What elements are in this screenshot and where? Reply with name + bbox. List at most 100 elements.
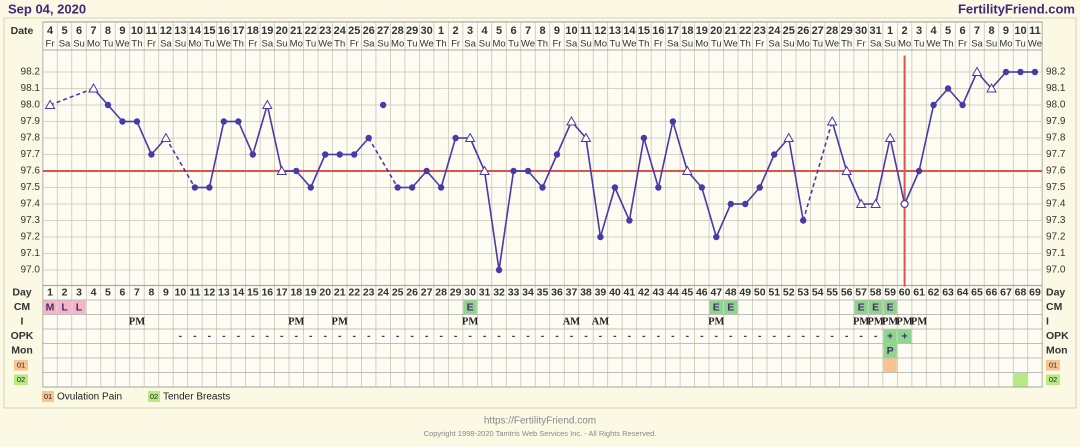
opk-negative: - — [280, 330, 284, 342]
opk-negative: - — [599, 330, 603, 342]
weekday: Fr — [654, 39, 663, 50]
y-tick-label: 97.6 — [1046, 166, 1066, 177]
day-number: 36 — [551, 287, 563, 299]
row-label: OPK — [1046, 330, 1069, 342]
weekday: Su — [175, 39, 187, 50]
opk-negative: - — [686, 330, 690, 342]
opk-negative: - — [758, 330, 762, 342]
footer-url[interactable]: https://FertilityFriend.com — [484, 416, 596, 427]
temp-segment — [483, 170, 500, 271]
y-tick-label: 98.0 — [1046, 100, 1066, 111]
opk-negative: - — [715, 330, 719, 342]
date: 22 — [739, 25, 751, 37]
weekday: Tu — [407, 39, 418, 50]
date: 6 — [510, 25, 516, 37]
date: 15 — [203, 25, 215, 37]
temp-point — [713, 233, 720, 241]
temp-point — [104, 101, 112, 109]
date: 17 — [667, 25, 679, 37]
date: 9 — [554, 25, 560, 37]
temp-point — [698, 184, 706, 191]
cell — [883, 329, 897, 343]
row-label: Mon — [11, 345, 33, 357]
day-number: 42 — [638, 287, 650, 299]
temp-point — [524, 167, 532, 175]
date: 29 — [406, 25, 418, 37]
day-number: 23 — [363, 287, 375, 299]
cell-text: PM — [708, 317, 724, 328]
temp-point — [322, 151, 329, 158]
symptom-code: 02 — [17, 375, 25, 384]
opk-negative: - — [628, 330, 632, 342]
opk-negative: - — [816, 330, 820, 342]
copyright: Copyright 1998-2020 Tamtris Web Services… — [424, 429, 657, 438]
day-number: 13 — [218, 287, 230, 299]
opk-negative: - — [295, 330, 299, 342]
date: 4 — [931, 25, 938, 37]
weekday: Sa — [566, 39, 578, 50]
row-label: OPK — [11, 330, 34, 342]
temp-segment — [107, 104, 124, 123]
temp-point — [206, 184, 213, 191]
date: 4 — [47, 25, 54, 37]
weekday: Su — [73, 39, 85, 50]
date: 21 — [725, 25, 737, 37]
day-number: 35 — [537, 287, 549, 299]
date: 3 — [467, 25, 473, 37]
opk-negative: - — [845, 330, 849, 342]
date: 29 — [841, 25, 853, 37]
temp-point — [655, 184, 662, 191]
day-number: 56 — [841, 287, 853, 299]
symptom-code: 01 — [1049, 361, 1057, 370]
opk-negative: - — [323, 330, 327, 342]
y-tick-label: 97.7 — [21, 149, 41, 160]
legend-label: Tender Breasts — [163, 392, 230, 403]
cell — [868, 300, 883, 314]
weekday: Mo — [999, 39, 1012, 50]
cell — [43, 300, 57, 314]
opk-negative: - — [541, 330, 545, 342]
temp-point — [986, 82, 997, 93]
symptom-code: 02 — [1049, 375, 1057, 384]
day-number: 7 — [134, 287, 140, 299]
weekday: Fr — [350, 39, 359, 50]
date: 27 — [377, 25, 389, 37]
temp-point — [88, 82, 99, 93]
temp-point — [553, 151, 561, 158]
temp-point — [640, 134, 648, 142]
temp-point — [379, 101, 387, 109]
weekday: Su — [783, 39, 795, 50]
day-number: 57 — [855, 287, 867, 299]
temp-segment — [266, 104, 283, 172]
weekday: Sa — [363, 39, 375, 50]
temp-point — [727, 200, 734, 208]
weekday: Tu — [711, 39, 722, 50]
temp-point — [870, 198, 881, 208]
opk-negative: - — [309, 330, 313, 342]
temp-point — [1002, 68, 1010, 76]
day-number: 27 — [421, 287, 433, 299]
temp-segment — [136, 121, 153, 155]
cell — [724, 300, 738, 314]
day-number: 21 — [334, 287, 346, 299]
row-label: CM — [14, 301, 31, 313]
date: 3 — [916, 25, 922, 37]
date: 24 — [334, 25, 347, 37]
temp-segment — [295, 170, 312, 189]
symptom-badge — [14, 374, 28, 385]
cell-text: PM — [129, 317, 145, 328]
opk-negative: - — [801, 330, 805, 342]
symptom-code: 01 — [17, 361, 25, 370]
weekday: Tu — [914, 39, 925, 50]
y-tick-label: 97.2 — [1046, 232, 1066, 243]
date: 18 — [681, 25, 693, 37]
opk-negative: - — [193, 330, 197, 342]
cell — [72, 300, 86, 314]
temp-segment — [947, 87, 964, 106]
temp-point — [1017, 68, 1024, 76]
temp-point — [841, 165, 853, 175]
weekday: Th — [740, 39, 751, 50]
temp-segment — [426, 170, 442, 189]
weekday: We — [622, 39, 636, 50]
cell-text: E — [887, 302, 894, 314]
